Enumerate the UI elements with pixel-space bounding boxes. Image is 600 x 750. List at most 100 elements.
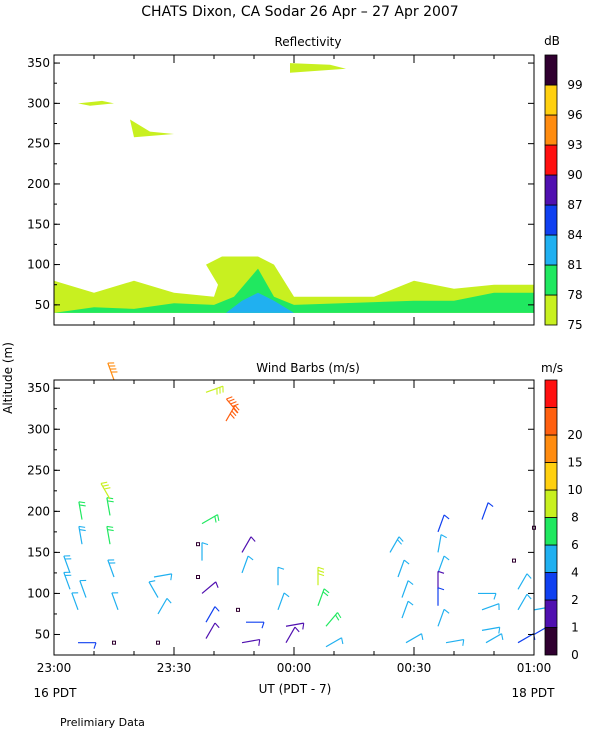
- wind-barb: [481, 603, 500, 611]
- wind-barb: [481, 626, 501, 634]
- colorbar-swatch: [544, 544, 558, 573]
- wind-barb: [401, 580, 414, 598]
- barb-flag: [443, 514, 450, 520]
- wind-barb: [277, 592, 290, 611]
- barb-flag: [247, 555, 254, 561]
- barb-flag: [403, 559, 410, 565]
- colorbar-label: 78: [567, 288, 582, 302]
- y-tick-label: 200: [27, 504, 50, 518]
- colorbar-swatch: [544, 174, 558, 206]
- barb-staff: [277, 592, 285, 611]
- barb-staff: [148, 581, 159, 598]
- y-tick-label: 100: [27, 586, 50, 600]
- barb-flag: [322, 591, 329, 597]
- barb-flag: [93, 642, 97, 649]
- barb-flag: [107, 529, 114, 532]
- barb-flag: [234, 405, 240, 411]
- barb-flag: [443, 608, 450, 614]
- barb-flag: [232, 403, 239, 407]
- barb-flag: [78, 501, 86, 504]
- barb-flag: [283, 592, 290, 598]
- wind-barb: [437, 534, 447, 553]
- barb-flag: [526, 573, 532, 579]
- wind-barb: [481, 502, 494, 520]
- barb-staff: [205, 622, 216, 639]
- colorbar-label: 4: [571, 566, 579, 580]
- wind-barb: [317, 566, 325, 586]
- y-tick-label: 150: [27, 217, 50, 231]
- colorbar-label: 6: [571, 538, 579, 552]
- wind-barb: [445, 638, 465, 646]
- wind-barb: [71, 592, 79, 611]
- wind-barb: [437, 555, 450, 574]
- reflectivity-panel: 50 100 150 200 250 300 350 75 78 81 84 87 90 93 96 99: [27, 54, 583, 332]
- barb-flag: [396, 539, 403, 545]
- colorbar-swatch: [544, 627, 558, 656]
- reflectivity-region: [290, 63, 346, 73]
- barb-staff: [485, 633, 502, 644]
- colorbar-label: 1: [571, 621, 579, 635]
- barb-staff: [111, 592, 119, 611]
- barb-staff: [285, 626, 296, 643]
- wind-barb: [156, 640, 160, 645]
- barb-flag: [317, 566, 325, 570]
- barb-staff: [205, 606, 216, 623]
- colorbar-swatch: [544, 234, 558, 266]
- reflectivity-region: [54, 256, 534, 313]
- barb-staff: [405, 633, 422, 644]
- calm-marker: [196, 542, 200, 547]
- calm-marker: [236, 607, 240, 612]
- y-tick-label: 250: [27, 137, 50, 151]
- colorbar-swatch: [544, 489, 558, 518]
- barb-staff: [437, 555, 445, 574]
- reflectivity-region: [78, 100, 114, 106]
- barb-staff: [201, 581, 217, 594]
- calm-marker: [512, 558, 516, 563]
- x-tick-label: 01:00: [517, 661, 552, 675]
- wind-barb: [112, 640, 116, 645]
- barb-flag: [526, 593, 532, 600]
- barb-flag: [323, 588, 330, 594]
- barb-flag: [493, 593, 497, 600]
- y-tick-label: 100: [27, 258, 50, 272]
- wind-barb: [78, 501, 86, 520]
- reflectivity-title: Reflectivity: [274, 35, 341, 49]
- barb-flag: [407, 600, 414, 606]
- wind-barb: [111, 592, 119, 611]
- y-tick-label: 50: [35, 627, 50, 641]
- barb-flag: [104, 487, 111, 490]
- barb-flag: [487, 502, 494, 508]
- wind-barb: [517, 593, 532, 611]
- wind-barb: [317, 588, 330, 606]
- y-tick-label: 350: [27, 381, 50, 395]
- barb-staff: [401, 580, 409, 598]
- colorbar-swatch: [544, 599, 558, 628]
- barb-flag: [407, 580, 414, 585]
- wind-barb: [285, 622, 305, 630]
- barb-staff: [241, 638, 260, 644]
- barb-staff: [201, 514, 218, 525]
- barb-flag: [294, 626, 300, 633]
- wind-barb: [79, 579, 87, 598]
- barb-staff: [397, 559, 405, 578]
- y-tick-label: 250: [27, 463, 50, 477]
- barb-flag: [317, 569, 325, 573]
- colorbar-label: 10: [567, 483, 582, 497]
- wind-barb: [225, 396, 239, 414]
- barb-staff: [63, 555, 71, 574]
- wind-barb: [205, 385, 224, 395]
- wind-barb: [201, 581, 219, 594]
- reflectivity-region: [130, 119, 174, 138]
- barb-staff: [517, 573, 528, 590]
- barb-staff: [71, 592, 79, 611]
- barb-staff: [317, 588, 325, 606]
- barb-staff: [107, 362, 115, 381]
- barb-flag: [421, 633, 424, 640]
- wind-barb: [241, 536, 256, 553]
- barb-flag: [230, 401, 237, 405]
- end-date-label: 18 PDT: [512, 686, 556, 700]
- barb-flag: [229, 413, 235, 419]
- wind-barb: [401, 600, 414, 619]
- barb-staff: [79, 580, 87, 598]
- colorbar-swatch: [544, 204, 558, 236]
